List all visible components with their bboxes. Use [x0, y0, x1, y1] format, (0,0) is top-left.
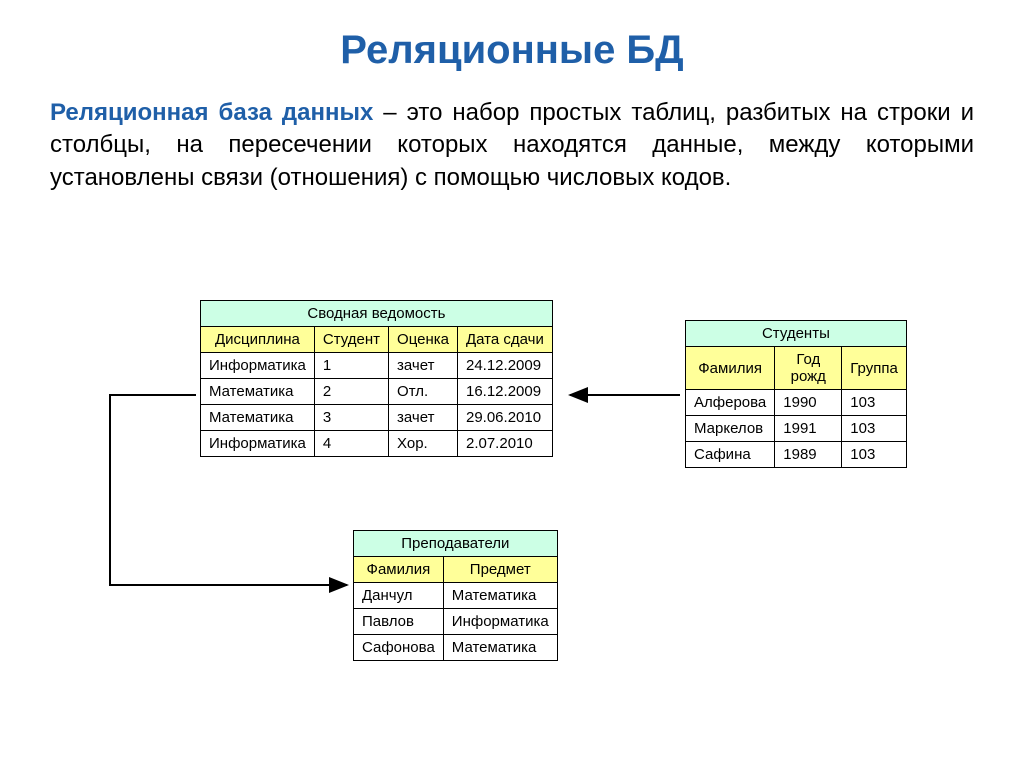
table-teachers-caption: Преподаватели: [354, 531, 558, 557]
col-header: Предмет: [443, 557, 557, 583]
cell: Сафонова: [354, 635, 444, 661]
table-ledger: Сводная ведомость Дисциплина Студент Оце…: [200, 300, 553, 457]
table-row: Сафонова Математика: [354, 635, 558, 661]
cell: Хор.: [389, 431, 458, 457]
cell: Отл.: [389, 379, 458, 405]
cell: 29.06.2010: [457, 405, 552, 431]
table-students-caption: Студенты: [686, 321, 907, 347]
cell: Математика: [443, 635, 557, 661]
slide-title: Реляционные БД: [0, 0, 1024, 73]
cell: 1991: [775, 416, 842, 442]
table-row: Павлов Информатика: [354, 609, 558, 635]
cell: Информатика: [201, 353, 315, 379]
cell: 1990: [775, 390, 842, 416]
table-students: Студенты Фамилия Год рожд Группа Алферов…: [685, 320, 907, 468]
cell: 103: [842, 442, 907, 468]
table-row: Математика 2 Отл. 16.12.2009: [201, 379, 553, 405]
cell: 2.07.2010: [457, 431, 552, 457]
table-row: Маркелов 1991 103: [686, 416, 907, 442]
table-teachers: Преподаватели Фамилия Предмет Данчул Мат…: [353, 530, 558, 661]
cell: 103: [842, 416, 907, 442]
cell: Информатика: [201, 431, 315, 457]
cell: 24.12.2009: [457, 353, 552, 379]
table-row: Информатика 1 зачет 24.12.2009: [201, 353, 553, 379]
table-ledger-caption: Сводная ведомость: [201, 301, 553, 327]
cell: Данчул: [354, 583, 444, 609]
cell: зачет: [389, 353, 458, 379]
cell: Павлов: [354, 609, 444, 635]
table-row: Сафина 1989 103: [686, 442, 907, 468]
cell: Сафина: [686, 442, 775, 468]
col-header: Дата сдачи: [457, 327, 552, 353]
table-row: Математика 3 зачет 29.06.2010: [201, 405, 553, 431]
cell: Информатика: [443, 609, 557, 635]
col-header: Год рожд: [775, 347, 842, 390]
col-header: Группа: [842, 347, 907, 390]
cell: 4: [314, 431, 388, 457]
cell: Математика: [443, 583, 557, 609]
table-row: Данчул Математика: [354, 583, 558, 609]
definition-term: Реляционная база данных: [50, 99, 373, 126]
cell: Алферова: [686, 390, 775, 416]
cell: 1989: [775, 442, 842, 468]
col-header: Студент: [314, 327, 388, 353]
cell: 103: [842, 390, 907, 416]
cell: Математика: [201, 379, 315, 405]
col-header: Дисциплина: [201, 327, 315, 353]
cell: 2: [314, 379, 388, 405]
cell: зачет: [389, 405, 458, 431]
table-row: Алферова 1990 103: [686, 390, 907, 416]
cell: Математика: [201, 405, 315, 431]
table-row: Информатика 4 Хор. 2.07.2010: [201, 431, 553, 457]
cell: 16.12.2009: [457, 379, 552, 405]
cell: Маркелов: [686, 416, 775, 442]
cell: 1: [314, 353, 388, 379]
col-header: Фамилия: [686, 347, 775, 390]
col-header: Фамилия: [354, 557, 444, 583]
col-header: Оценка: [389, 327, 458, 353]
cell: 3: [314, 405, 388, 431]
definition-paragraph: Реляционная база данных – это набор прос…: [50, 97, 974, 194]
